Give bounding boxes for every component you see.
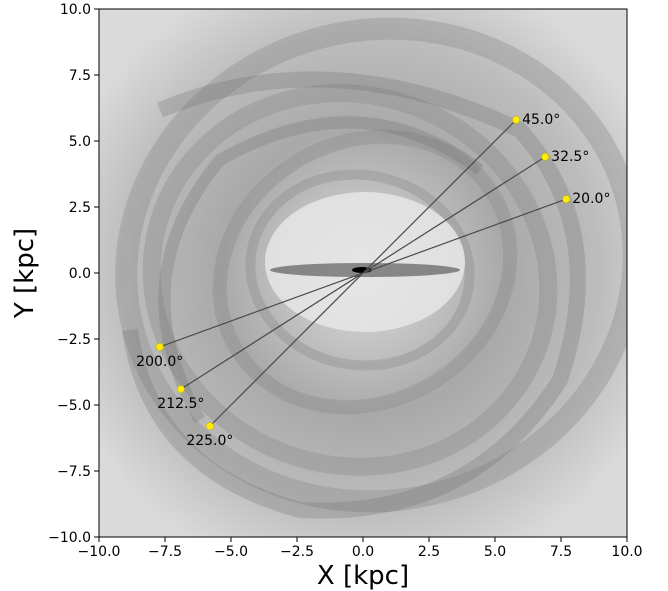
point-label: 212.5° [157,396,204,412]
point-marker [562,195,571,203]
x-tick-label: 2.5 [418,544,440,560]
point-label: 200.0° [136,354,183,370]
x-tick-label: 7.5 [550,544,572,560]
y-axis: −10.0 −7.5 −5.0 −2.5 0.0 2.5 5.0 7.5 10.0 [48,2,99,546]
y-tick-label: 5.0 [69,134,91,150]
x-tick-label: 5.0 [484,544,506,560]
y-tick-label: −2.5 [57,332,91,348]
point-marker [512,115,521,124]
x-tick-label: −10.0 [78,544,121,560]
points: 45.0° 32.5° 20.0° 200.0° 212.5° 225.0° [136,112,610,449]
y-tick-label: 0.0 [69,266,91,282]
y-tick-label: −7.5 [57,464,91,480]
x-axis: −10.0 −7.5 −5.0 −2.5 0.0 2.5 5.0 7.5 10.0 [78,537,643,560]
point-label: 45.0° [522,112,560,128]
x-tick-label: −2.5 [280,544,314,560]
x-tick-label: −5.0 [214,544,248,560]
point-marker [176,385,185,394]
point-label: 20.0° [572,191,610,207]
point-label: 32.5° [551,149,589,165]
y-tick-label: 2.5 [69,200,91,216]
y-tick-label: −10.0 [48,530,91,546]
y-tick-label: −5.0 [57,398,91,414]
x-tick-label: −7.5 [148,544,182,560]
point-label: 225.0° [186,433,233,449]
y-tick-label: 7.5 [69,68,91,84]
point-marker [205,422,214,431]
ray-line [159,198,567,348]
x-tick-label: 0.0 [352,544,374,560]
rays [159,119,567,427]
density-map-background [99,9,627,537]
y-axis-label: Y [kpc] [10,228,40,319]
x-tick-label: 10.0 [611,544,642,560]
x-axis-label: X [kpc] [317,561,409,591]
y-tick-label: 10.0 [60,2,91,18]
point-marker [155,343,164,351]
point-marker [541,152,550,161]
